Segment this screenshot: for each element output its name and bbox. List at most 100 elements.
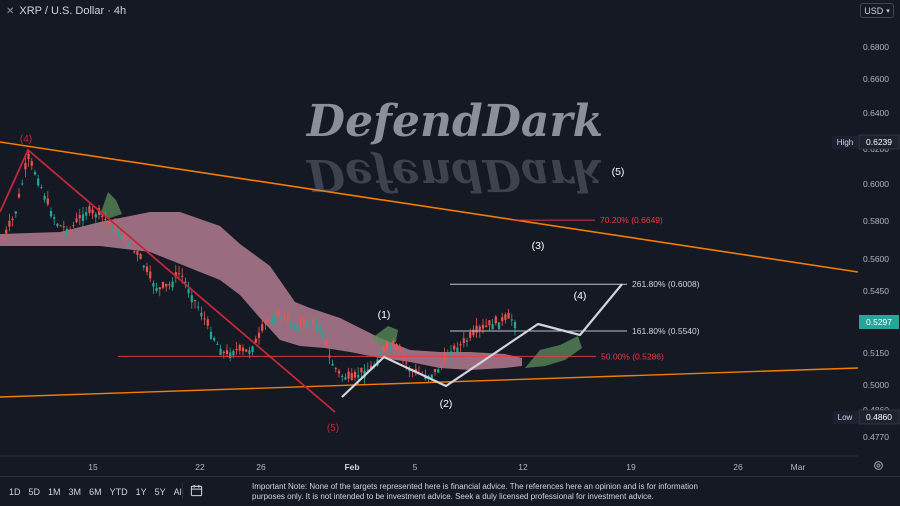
current-price-value: 0.5297 [866,317,892,327]
candle-body [235,349,238,351]
x-tick-label: Feb [344,462,359,472]
candle-body [408,368,411,372]
candle-body [216,343,219,345]
candle-body [59,225,62,227]
wave-label-projected-4: (4) [574,290,587,302]
candle-body [158,287,161,290]
watermark-text: DefendDark [305,96,603,147]
y-tick-label: 0.4770 [863,432,889,442]
candle-body [120,235,123,241]
candle-body [488,320,491,326]
candle-body [353,371,357,378]
range-1y-button[interactable]: 1Y [135,487,147,497]
candle-body [270,317,273,323]
ichimoku-cloud-bullish [372,326,398,345]
range-5d-button[interactable]: 5D [28,487,41,497]
y-tick-label: 0.5800 [863,216,889,226]
candle-body [69,229,72,231]
candle-body [449,351,453,358]
candle-body [123,233,126,240]
candle-body [443,353,446,361]
candle-body [53,217,56,219]
range-3m-button[interactable]: 3M [68,487,82,497]
range-6m-button[interactable]: 6M [89,487,102,497]
y-tick-label: 0.6800 [863,42,889,52]
range-5y-button[interactable]: 5Y [154,487,166,497]
candle-body [475,325,478,333]
ichimoku-cloud-bearish [0,212,522,370]
candle-body [248,350,251,354]
divider [182,483,183,499]
currency-label: USD [864,5,884,16]
candle-body [203,318,206,320]
candle-body [129,247,133,249]
candle-body [229,352,232,359]
range-all-button[interactable]: All [173,487,184,497]
candle-body [462,338,465,343]
candle-body [33,172,37,175]
candle-body [213,337,216,341]
range-ytd-button[interactable]: YTD [109,487,128,497]
wave-label-5-completed: (5) [327,423,339,434]
candle-body [65,228,69,236]
candle-body [241,347,245,352]
candle-body [232,350,235,356]
candle-body [88,206,91,213]
calendar-icon[interactable] [190,484,203,497]
candle-body [75,218,78,223]
candle-body [494,316,497,324]
candle-body [139,254,142,260]
candle-body [171,281,174,288]
candle-body [40,187,43,189]
y-tick-label: 0.6000 [863,179,889,189]
candle-body [501,317,504,322]
candle-body [433,368,437,372]
currency-dropdown[interactable]: USD ▾ [860,3,894,18]
candle-body [395,344,398,350]
candle-body [430,374,433,379]
y-tick-label: 0.5150 [863,348,889,358]
range-1m-button[interactable]: 1M [48,487,61,497]
candle-body [5,229,8,234]
candle-body [414,368,417,373]
y-tick-label: 0.5000 [863,380,889,390]
candle-body [481,324,485,329]
disclaimer-note: Important Note: None of the targets repr… [252,482,698,501]
fib-level-label: 50.00% (0.5286) [601,351,664,361]
candle-body [251,346,254,353]
x-tick-label: 26 [256,462,266,472]
candle-body [107,221,110,223]
ichimoku-cloud-bullish [525,336,582,368]
candle-body [11,218,14,220]
watermark-reflection: DefendDark [305,149,603,200]
range-1d-button[interactable]: 1D [9,487,21,497]
candle-body [510,319,513,321]
candle-body [187,289,190,294]
x-tick-label: 26 [733,462,743,472]
candle-body [485,325,488,327]
candle-body [385,342,389,349]
candle-body [14,211,17,214]
candle-body [184,281,187,283]
close-icon[interactable]: ✕ [6,5,15,17]
candle-body [472,329,475,336]
candle-body [245,349,248,352]
candle-body [222,351,225,354]
candle-body [62,226,65,228]
gear-icon[interactable] [873,460,884,471]
x-tick-label: 5 [413,462,418,472]
wave-label-projected-2: (2) [440,398,453,410]
candle-body [469,332,472,338]
candle-body [21,183,24,185]
candle-body [347,371,350,379]
candle-body [126,243,129,248]
candle-body [405,362,408,364]
candle-body [133,250,136,252]
wave-label-4-completed: (4) [20,134,32,145]
candle-body [392,340,395,347]
candle-body [56,223,59,226]
candle-body [209,331,213,339]
candle-body [85,212,88,216]
candle-body [289,322,293,327]
